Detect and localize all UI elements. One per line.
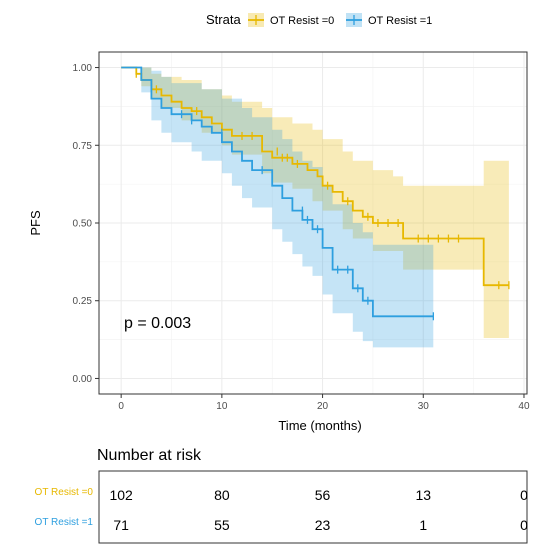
risk-cell: 71 (113, 517, 129, 533)
risk-row-label-0: OT Resist =0 (35, 487, 94, 498)
risk-table-border (98, 470, 528, 544)
axis-ticks: 0 10 20 30 40 0.00 0.25 0.50 0.75 1.00 (73, 63, 530, 412)
x-tick-label: 20 (317, 401, 329, 412)
risk-cell: 102 (109, 487, 133, 503)
y-tick-label: 0.75 (73, 141, 93, 152)
y-tick-label: 0.50 (73, 219, 93, 230)
risk-cell: 1 (419, 517, 427, 533)
legend-key-1 (346, 13, 362, 27)
y-axis-title: PFS (28, 210, 43, 236)
risk-row-label-1: OT Resist =1 (35, 517, 94, 528)
legend-label-0: OT Resist =0 (270, 15, 334, 27)
x-tick-label: 10 (216, 401, 228, 412)
risk-table: Number at risk OT Resist =0 OT Resist =1… (35, 447, 528, 544)
legend-key-0 (248, 13, 264, 27)
risk-cell: 80 (214, 487, 230, 503)
risk-table-title: Number at risk (97, 447, 202, 464)
x-tick-label: 0 (118, 401, 124, 412)
risk-cell: 13 (415, 487, 431, 503)
risk-cell: 0 (520, 487, 528, 503)
legend-title: Strata (206, 12, 241, 27)
y-tick-label: 1.00 (73, 63, 93, 74)
ci-band-1 (121, 67, 434, 348)
ci-band-0 (121, 67, 509, 338)
x-tick-label: 30 (418, 401, 430, 412)
x-tick-label: 40 (518, 401, 530, 412)
survival-curves (121, 66, 509, 318)
risk-cell: 23 (315, 517, 331, 533)
x-axis-title: Time (months) (278, 418, 361, 433)
plot-panel: 0 10 20 30 40 0.00 0.25 0.50 0.75 1.00 p = 0.003 (73, 51, 530, 412)
km-curve-1 (121, 66, 434, 318)
y-tick-label: 0.25 (73, 296, 93, 307)
km-curve-0 (121, 66, 509, 287)
risk-cell: 56 (315, 487, 331, 503)
censor-marks (135, 69, 510, 321)
risk-cell: 0 (520, 517, 528, 533)
y-tick-label: 0.00 (73, 374, 93, 385)
legend-label-1: OT Resist =1 (368, 15, 432, 27)
legend: Strata OT Resist =0 OT Resist =1 (206, 12, 432, 27)
p-value-annotation: p = 0.003 (124, 315, 191, 332)
confidence-bands (121, 67, 509, 348)
risk-cell: 55 (214, 517, 230, 533)
risk-cells: 102 80 56 13 0 71 55 23 1 0 (109, 487, 528, 533)
